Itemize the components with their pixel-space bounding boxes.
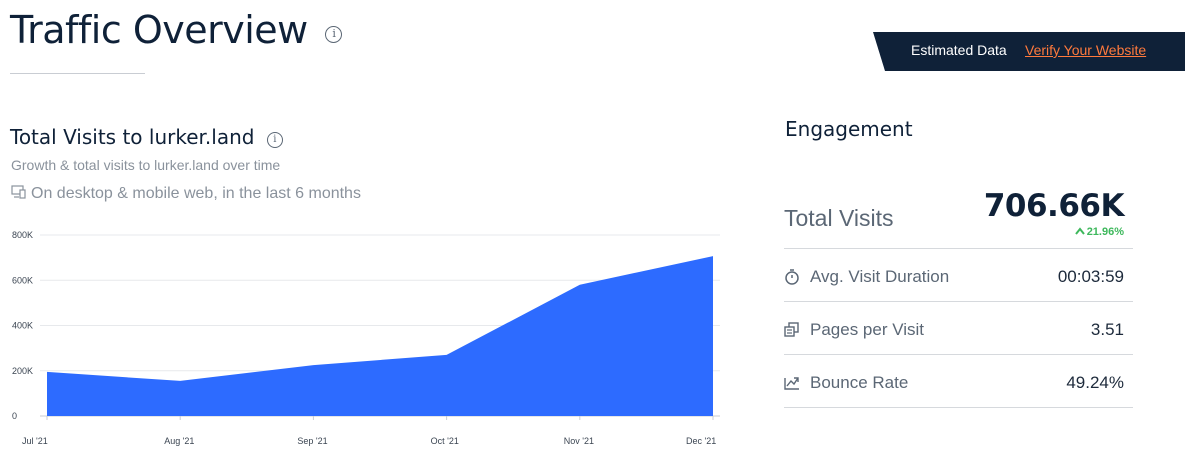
- engagement-divider: [784, 301, 1133, 302]
- stopwatch-icon: [785, 269, 799, 285]
- pages-per-visit-label: Pages per Visit: [810, 320, 925, 339]
- pages-icon: [784, 322, 799, 337]
- bounce-rate-label: Bounce Rate: [810, 373, 909, 392]
- y-tick-label: 0: [12, 411, 17, 421]
- x-tick-label: Dec '21: [686, 436, 716, 446]
- card-scope-note: On desktop & mobile web, in the last 6 m…: [11, 185, 361, 203]
- engagement-divider: [784, 407, 1133, 408]
- estimated-data-label: Estimated Data: [911, 42, 1007, 58]
- page-title-text: Traffic Overview: [10, 8, 308, 52]
- engagement-divider: [784, 248, 1133, 249]
- verify-website-link[interactable]: Verify Your Website: [1025, 42, 1147, 58]
- avg-visit-duration-value: 00:03:59: [1057, 267, 1124, 286]
- info-icon[interactable]: i: [325, 26, 343, 43]
- arrow-up-icon: [1074, 227, 1085, 235]
- x-tick-label: Oct '21: [431, 436, 459, 446]
- visits-area: [47, 256, 713, 416]
- scope-note-text: On desktop & mobile web, in the last 6 m…: [31, 185, 361, 202]
- trend-icon: [784, 377, 799, 390]
- y-tick-label: 200K: [12, 366, 33, 376]
- bounce-rate-value: 49.24%: [1066, 373, 1124, 392]
- total-visits-change: 21.96%: [1074, 226, 1124, 238]
- total-visits-value: 706.66K: [983, 188, 1125, 224]
- x-tick-label: Sep '21: [297, 436, 327, 446]
- page-title: Traffic Overview i: [10, 8, 343, 52]
- change-value: 21.96%: [1086, 226, 1124, 238]
- engagement-title: Engagement: [785, 117, 913, 141]
- avg-visit-duration-label: Avg. Visit Duration: [810, 267, 950, 286]
- total-visits-label: Total Visits: [784, 205, 894, 231]
- card-subtitle: Growth & total visits to lurker.land ove…: [11, 157, 281, 173]
- total-visits-card-title: Total Visits to lurker.land i: [10, 125, 283, 149]
- x-tick-label: Nov '21: [564, 436, 594, 446]
- title-underline: [10, 73, 145, 74]
- card-title-text: Total Visits to lurker.land: [10, 125, 255, 149]
- total-visits-chart: 0 200K 400K 600K 800K Jul '21 Aug '21 Sep '21 Oc…: [12, 230, 720, 446]
- pages-per-visit-value: 3.51: [1090, 320, 1124, 339]
- estimated-data-banner: [873, 32, 1185, 71]
- x-tick-label: Jul '21: [22, 436, 48, 446]
- x-tick-label: Aug '21: [164, 436, 194, 446]
- y-tick-label: 800K: [12, 230, 33, 240]
- devices-icon: [11, 185, 26, 199]
- y-tick-label: 400K: [12, 321, 33, 331]
- engagement-divider: [784, 354, 1133, 355]
- y-tick-label: 600K: [12, 275, 33, 285]
- info-icon[interactable]: i: [266, 132, 283, 148]
